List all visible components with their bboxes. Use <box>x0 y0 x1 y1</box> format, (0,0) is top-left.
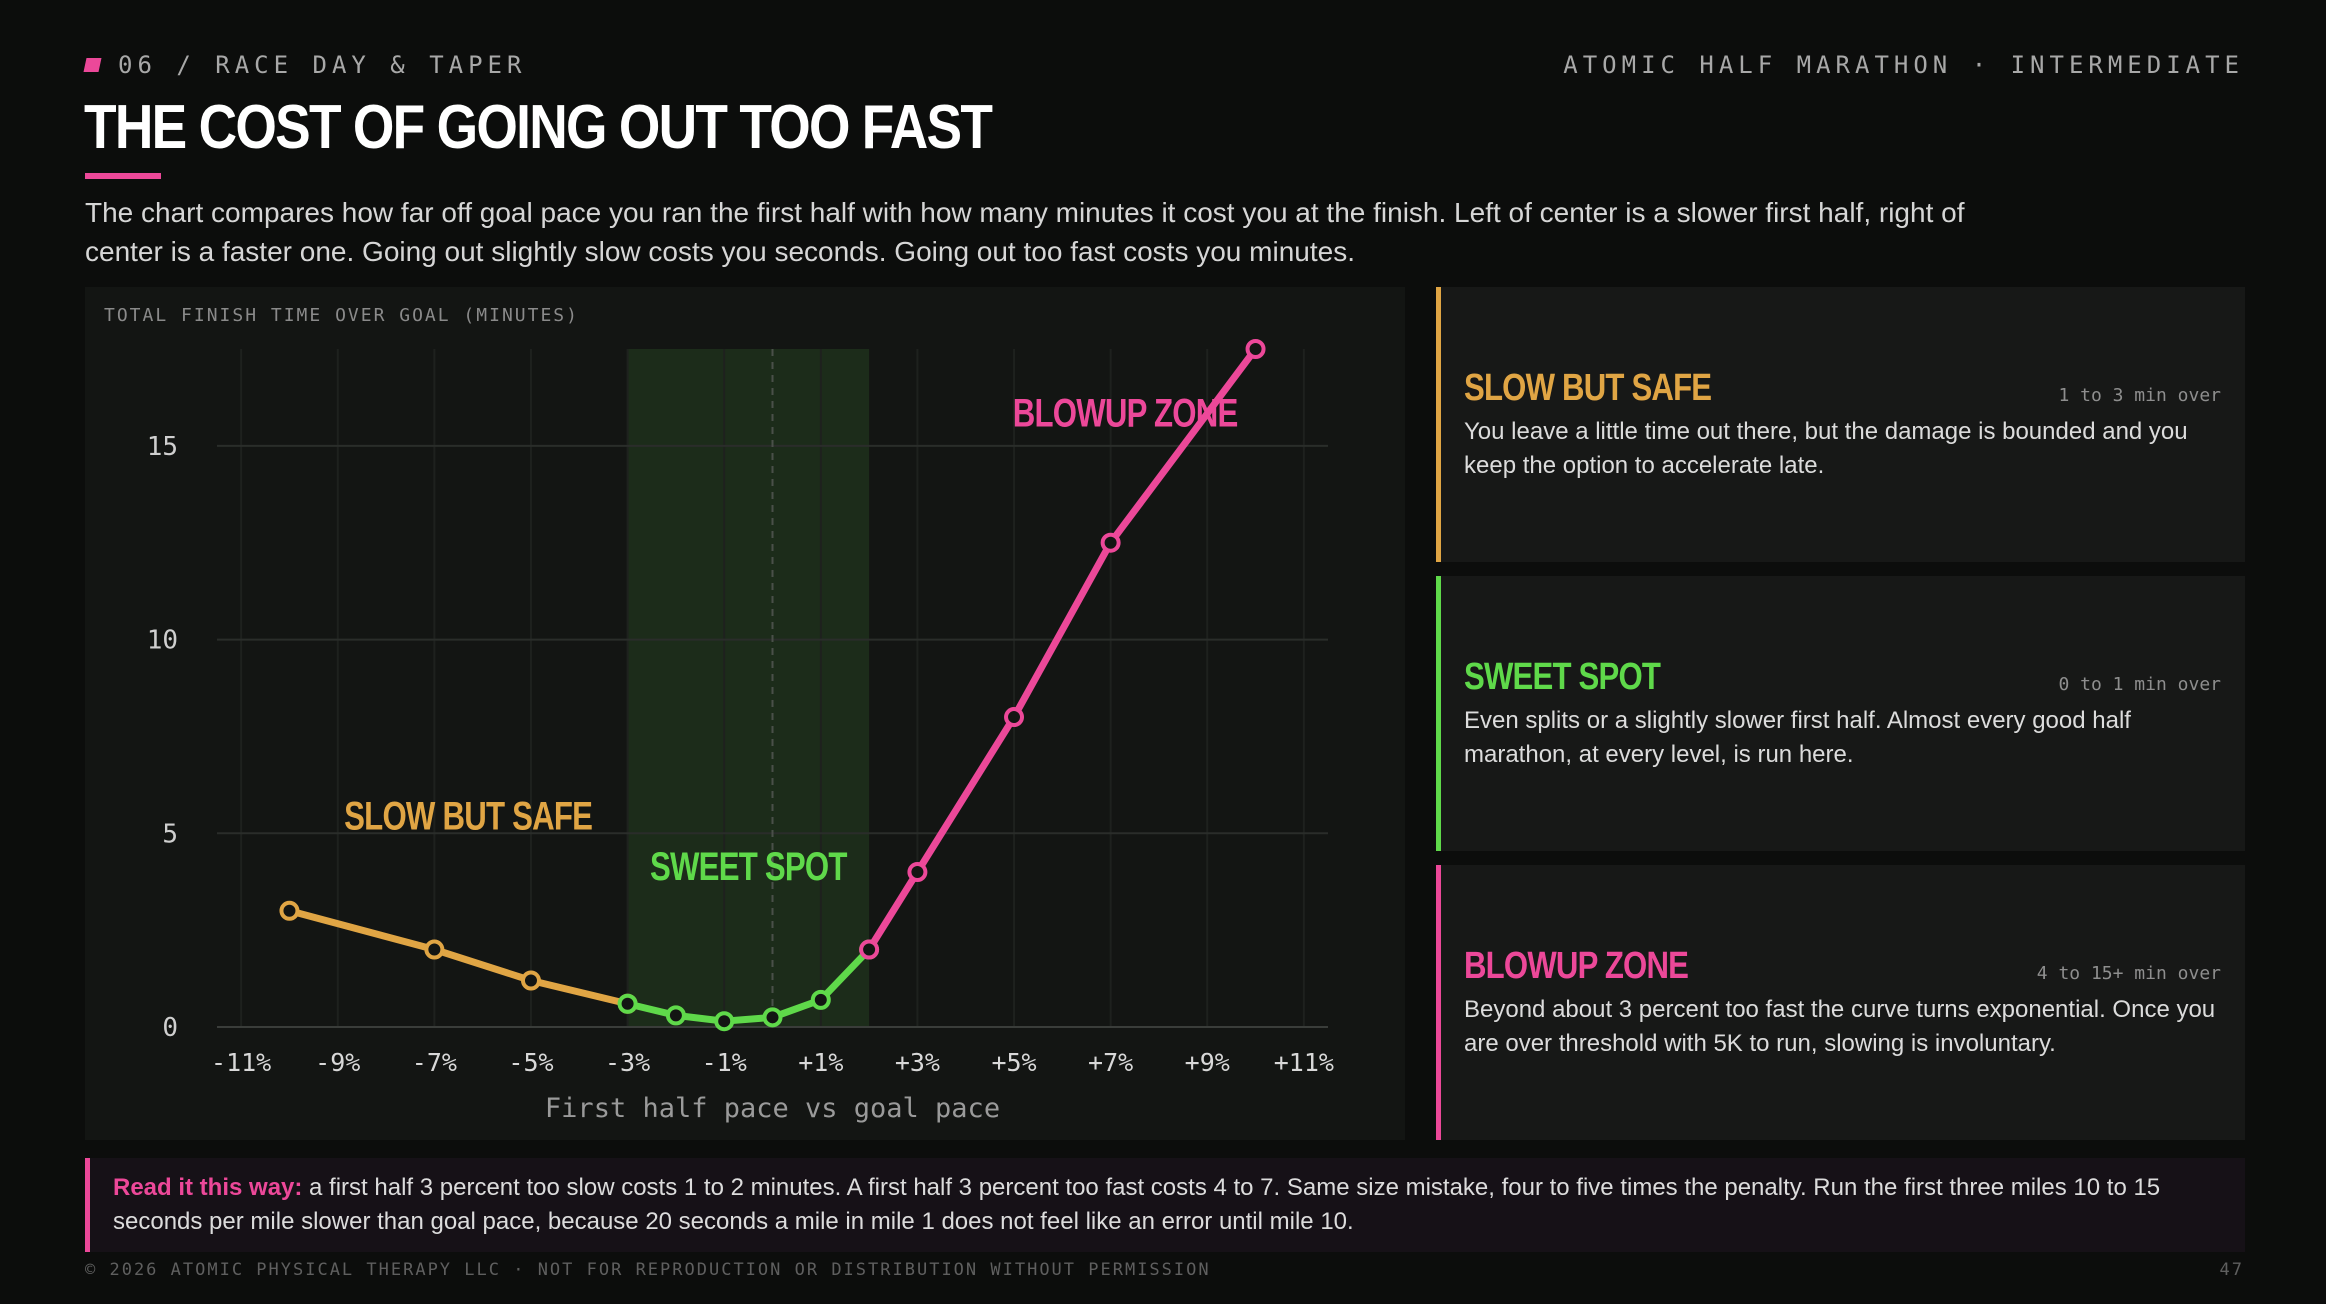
data-point-slow <box>520 970 541 991</box>
card-text: Beyond about 3 percent too fast the curv… <box>1464 996 2216 1057</box>
x-tick-label: +9% <box>1185 1048 1230 1077</box>
card-range: 4 to 15+ min over <box>2036 963 2221 984</box>
data-point-slow <box>424 939 445 960</box>
x-tick-label: +7% <box>1088 1048 1133 1077</box>
note-lead: Read it this way: <box>113 1174 303 1201</box>
y-tick-label: 5 <box>162 819 178 849</box>
data-point-sweet <box>714 1011 735 1032</box>
x-tick-label: -7% <box>412 1048 457 1077</box>
chart-y-axis-label: TOTAL FINISH TIME OVER GOAL (MINUTES) <box>104 305 579 326</box>
x-tick-label: -11% <box>211 1048 271 1077</box>
data-point-sweet <box>665 1005 686 1026</box>
pace-cost-chart: 0 5 10 15 -11% -9% -7% -5% -3% -1% +1% +3% +5% +7% +9%… <box>147 339 1334 1124</box>
data-point-blowup <box>1100 532 1121 553</box>
x-tick-label: +3% <box>895 1048 940 1077</box>
card-accent-bar <box>1436 576 1441 851</box>
card-title: BLOWUP ZONE <box>1464 945 1689 987</box>
card-title: SLOW BUT SAFE <box>1464 367 1712 409</box>
x-tick-label: -5% <box>508 1048 553 1077</box>
zone-annotation-blowup: BLOWUP ZONE <box>1013 391 1238 436</box>
note-body: a first half 3 percent too slow costs 1 … <box>113 1174 2161 1235</box>
x-tick-label: -1% <box>702 1048 747 1077</box>
data-point-blowup <box>859 939 880 960</box>
x-axis-title: First half pace vs goal pace <box>545 1093 1000 1124</box>
card-text: Even splits or a slightly slower first h… <box>1464 707 2131 768</box>
data-point-sweet <box>810 989 831 1010</box>
zone-annotation-sweet: SWEET SPOT <box>650 844 848 889</box>
data-point-sweet <box>762 1007 783 1028</box>
chart-panel: TOTAL FINISH TIME OVER GOAL (MINUTES) 0 5… <box>85 287 1405 1140</box>
series-label: ATOMIC HALF MARATHON · INTERMEDIATE <box>1563 51 2244 79</box>
intro-text: The chart compares how far off goal pace… <box>85 197 1965 267</box>
card-title: SWEET SPOT <box>1464 656 1661 698</box>
data-point-sweet <box>617 993 638 1014</box>
card-range: 1 to 3 min over <box>2058 385 2221 406</box>
page-number: 47 <box>2219 1260 2244 1280</box>
data-point-blowup <box>1245 339 1266 359</box>
data-point-blowup <box>907 862 928 883</box>
zone-annotation-slow: SLOW BUT SAFE <box>344 794 592 839</box>
data-point-blowup <box>1004 707 1025 728</box>
card-range: 0 to 1 min over <box>2058 674 2221 695</box>
note-text: Read it this way: a first half 3 percent… <box>113 1171 2213 1239</box>
card-text: You leave a little time out there, but t… <box>1464 418 2188 479</box>
y-tick-label: 10 <box>147 626 178 656</box>
card-sweet-spot: SWEET SPOT 0 to 1 min over Even splits o… <box>1436 576 2245 851</box>
y-tick-label: 15 <box>147 432 178 462</box>
series-line-blowup <box>865 345 1260 954</box>
top-bar: 06 / RACE DAY & TAPER ATOMIC HALF MARATH… <box>83 50 2244 80</box>
callout-note: Read it this way: a first half 3 percent… <box>85 1158 2245 1252</box>
footer: © 2026 ATOMIC PHYSICAL THERAPY LLC · NOT… <box>85 1260 2244 1280</box>
card-accent-bar <box>1436 865 1441 1140</box>
title-underline <box>85 173 161 179</box>
section-text: 06 / RACE DAY & TAPER <box>118 51 527 79</box>
card-blowup-zone: BLOWUP ZONE 4 to 15+ min over Beyond abo… <box>1436 865 2245 1140</box>
note-accent-bar <box>85 1158 90 1252</box>
x-tick-label: +11% <box>1274 1048 1334 1077</box>
card-accent-bar <box>1436 287 1441 562</box>
series-line-slow <box>285 907 632 1008</box>
sweet-spot-band <box>627 349 870 1027</box>
y-tick-label: 0 <box>162 1013 178 1043</box>
page-title: THE COST OF GOING OUT TOO FAST <box>84 93 993 162</box>
card-slow-but-safe: SLOW BUT SAFE 1 to 3 min over You leave … <box>1436 287 2245 562</box>
section-label: 06 / RACE DAY & TAPER <box>83 51 527 79</box>
x-tick-label: -9% <box>315 1048 360 1077</box>
x-tick-label: +5% <box>991 1048 1036 1077</box>
x-tick-label: -3% <box>605 1048 650 1077</box>
data-point-slow <box>279 900 300 921</box>
x-tick-label: +1% <box>798 1048 843 1077</box>
copyright-text: © 2026 ATOMIC PHYSICAL THERAPY LLC · NOT… <box>85 1260 1211 1280</box>
section-marker-icon <box>83 58 102 72</box>
